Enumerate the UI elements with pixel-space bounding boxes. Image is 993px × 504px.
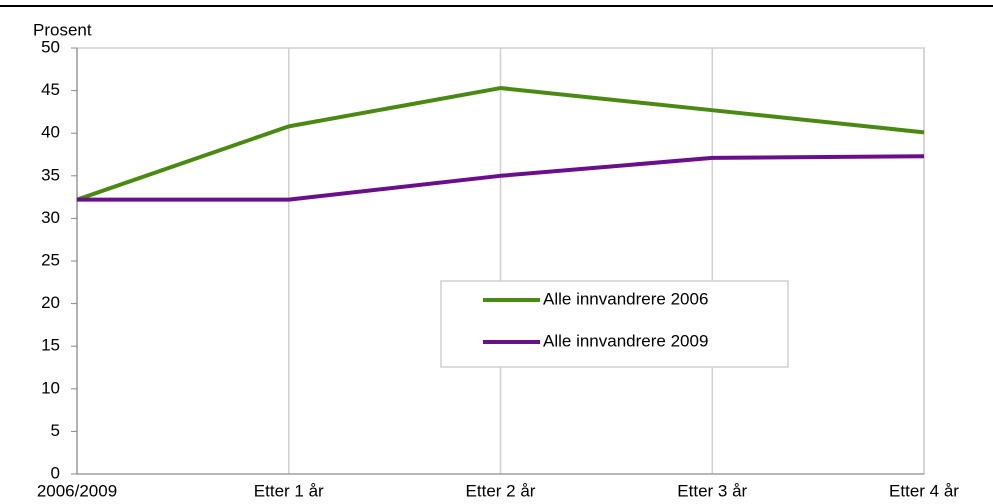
y-tick-label: 45 — [41, 80, 60, 99]
x-tick-label: Etter 4 år — [889, 481, 959, 500]
x-tick-label: 2006/2009 — [37, 481, 117, 500]
y-axis-label: Prosent — [33, 20, 92, 39]
y-tick-label: 5 — [51, 421, 60, 440]
y-tick-label: 25 — [41, 250, 60, 269]
x-tick-label: Etter 2 år — [466, 481, 536, 500]
y-tick-label: 20 — [41, 293, 60, 312]
y-tick-label: 40 — [41, 123, 60, 142]
x-tick-label: Etter 1 år — [254, 481, 324, 500]
x-tick-label: Etter 3 år — [677, 481, 747, 500]
y-tick-label: 15 — [41, 336, 60, 355]
legend-label: Alle innvandrere 2009 — [543, 331, 708, 350]
series-line — [77, 154, 925, 202]
y-tick-label: 10 — [41, 378, 60, 397]
legend-label: Alle innvandrere 2006 — [543, 289, 708, 308]
y-tick-label: 50 — [41, 37, 60, 56]
y-tick-label: 35 — [41, 165, 60, 184]
y-tick-label: 0 — [51, 463, 60, 482]
legend-box — [440, 280, 789, 368]
y-tick-label: 30 — [41, 208, 60, 227]
series-line — [76, 86, 925, 202]
